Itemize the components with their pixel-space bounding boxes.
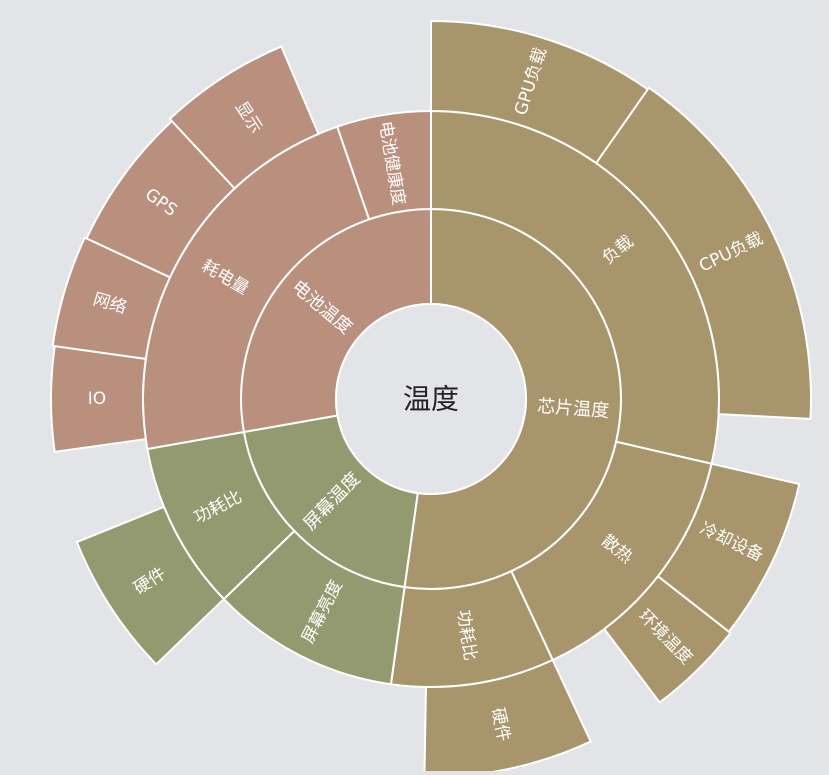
segment-l3-0-1-1[interactable] <box>602 574 732 704</box>
sunburst-center[interactable] <box>335 303 527 495</box>
segment-l2-2-1[interactable] <box>335 109 432 221</box>
label-l1-0: 芯片温度 <box>537 396 610 422</box>
segment-l3-0-2-0[interactable] <box>423 658 593 775</box>
segment-l3-1-1-0[interactable] <box>75 505 226 666</box>
segment-l3-2-0-3[interactable] <box>168 45 320 190</box>
label-l3-2-0-0: IO <box>88 389 106 409</box>
sunburst-center-label: 温度 <box>403 383 459 416</box>
segment-l3-0-0-1[interactable] <box>594 86 812 420</box>
